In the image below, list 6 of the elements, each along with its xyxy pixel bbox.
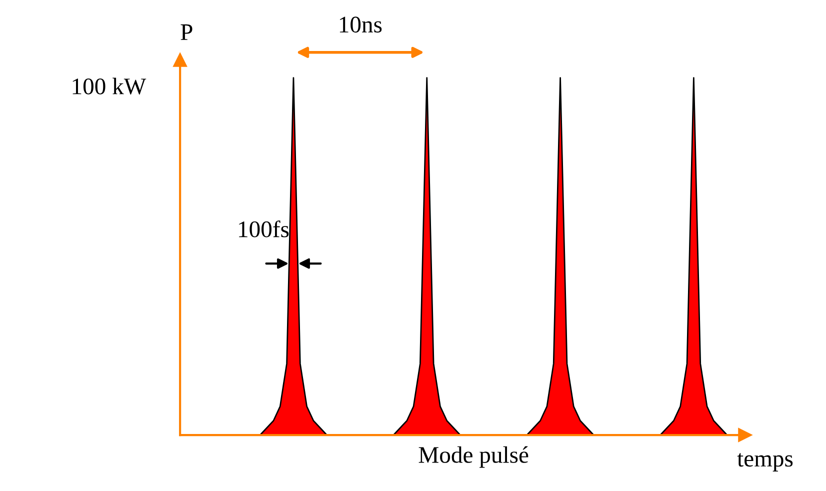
x-axis-title: temps <box>737 453 793 472</box>
y-axis-title: P <box>180 24 192 40</box>
annotation: 100fs <box>239 220 289 238</box>
text: Mode pulsé <box>418 446 528 468</box>
text: 100 kW <box>72 78 146 95</box>
text: 10ns <box>340 16 382 33</box>
